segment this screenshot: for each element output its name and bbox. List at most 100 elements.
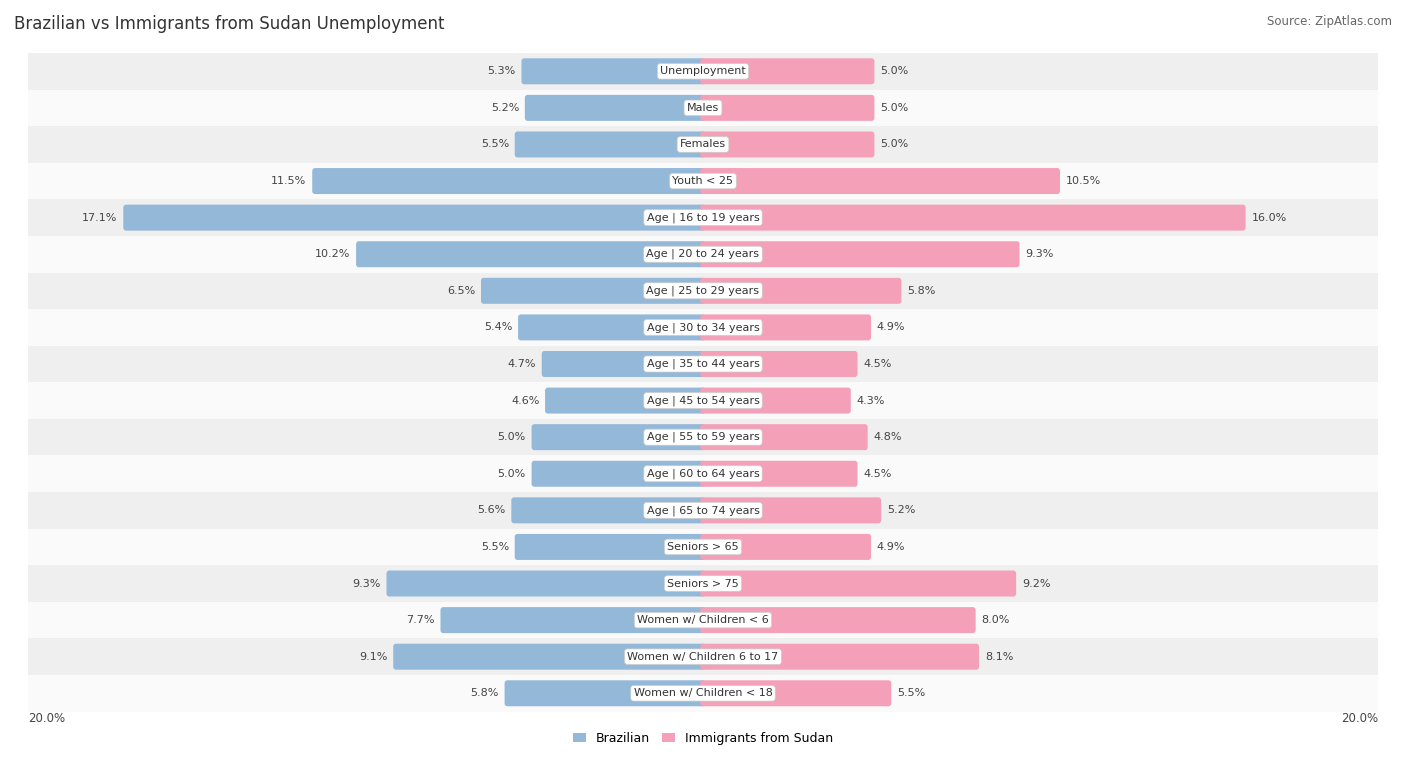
- Text: 9.3%: 9.3%: [1025, 249, 1053, 259]
- Bar: [28, 236, 1378, 273]
- Text: 8.0%: 8.0%: [981, 615, 1010, 625]
- Text: Age | 25 to 29 years: Age | 25 to 29 years: [647, 285, 759, 296]
- Text: 10.2%: 10.2%: [315, 249, 350, 259]
- Text: Age | 45 to 54 years: Age | 45 to 54 years: [647, 395, 759, 406]
- FancyBboxPatch shape: [700, 643, 979, 670]
- Bar: [28, 53, 1378, 89]
- Text: Unemployment: Unemployment: [661, 67, 745, 76]
- FancyBboxPatch shape: [515, 534, 706, 560]
- Text: 5.6%: 5.6%: [478, 506, 506, 516]
- Bar: [28, 89, 1378, 126]
- Text: 9.3%: 9.3%: [353, 578, 381, 588]
- Text: Age | 35 to 44 years: Age | 35 to 44 years: [647, 359, 759, 369]
- Legend: Brazilian, Immigrants from Sudan: Brazilian, Immigrants from Sudan: [574, 732, 832, 745]
- Text: 5.8%: 5.8%: [907, 286, 935, 296]
- Text: 9.1%: 9.1%: [359, 652, 388, 662]
- Bar: [28, 382, 1378, 419]
- Text: 11.5%: 11.5%: [271, 176, 307, 186]
- FancyBboxPatch shape: [700, 168, 1060, 194]
- Text: 5.5%: 5.5%: [481, 139, 509, 149]
- Text: 4.6%: 4.6%: [510, 396, 540, 406]
- Text: 4.5%: 4.5%: [863, 469, 891, 478]
- Text: 5.5%: 5.5%: [481, 542, 509, 552]
- FancyBboxPatch shape: [700, 497, 882, 523]
- Bar: [28, 126, 1378, 163]
- Text: Age | 60 to 64 years: Age | 60 to 64 years: [647, 469, 759, 479]
- Text: 5.3%: 5.3%: [488, 67, 516, 76]
- FancyBboxPatch shape: [517, 314, 706, 341]
- FancyBboxPatch shape: [700, 424, 868, 450]
- Text: 4.8%: 4.8%: [873, 432, 901, 442]
- FancyBboxPatch shape: [700, 314, 872, 341]
- Text: Seniors > 65: Seniors > 65: [668, 542, 738, 552]
- Text: Age | 20 to 24 years: Age | 20 to 24 years: [647, 249, 759, 260]
- FancyBboxPatch shape: [700, 607, 976, 633]
- Text: Age | 30 to 34 years: Age | 30 to 34 years: [647, 322, 759, 332]
- Text: 5.4%: 5.4%: [484, 322, 512, 332]
- Text: Age | 55 to 59 years: Age | 55 to 59 years: [647, 432, 759, 442]
- Text: 4.3%: 4.3%: [856, 396, 884, 406]
- Bar: [28, 528, 1378, 565]
- Text: 10.5%: 10.5%: [1066, 176, 1101, 186]
- FancyBboxPatch shape: [546, 388, 706, 413]
- FancyBboxPatch shape: [512, 497, 706, 523]
- Bar: [28, 163, 1378, 199]
- FancyBboxPatch shape: [700, 58, 875, 84]
- Text: Youth < 25: Youth < 25: [672, 176, 734, 186]
- FancyBboxPatch shape: [700, 571, 1017, 597]
- FancyBboxPatch shape: [700, 534, 872, 560]
- Bar: [28, 309, 1378, 346]
- Text: 4.9%: 4.9%: [877, 542, 905, 552]
- Text: Seniors > 75: Seniors > 75: [666, 578, 740, 588]
- FancyBboxPatch shape: [700, 278, 901, 304]
- FancyBboxPatch shape: [700, 241, 1019, 267]
- Text: Age | 65 to 74 years: Age | 65 to 74 years: [647, 505, 759, 516]
- Text: 5.0%: 5.0%: [880, 67, 908, 76]
- Text: 5.8%: 5.8%: [471, 688, 499, 698]
- Text: 9.2%: 9.2%: [1022, 578, 1050, 588]
- Text: 5.0%: 5.0%: [880, 139, 908, 149]
- Text: 20.0%: 20.0%: [1341, 712, 1378, 725]
- Text: Males: Males: [688, 103, 718, 113]
- FancyBboxPatch shape: [356, 241, 706, 267]
- FancyBboxPatch shape: [387, 571, 706, 597]
- Text: 5.0%: 5.0%: [498, 469, 526, 478]
- Bar: [28, 346, 1378, 382]
- Text: Women w/ Children 6 to 17: Women w/ Children 6 to 17: [627, 652, 779, 662]
- Text: 5.5%: 5.5%: [897, 688, 925, 698]
- FancyBboxPatch shape: [524, 95, 706, 121]
- FancyBboxPatch shape: [531, 424, 706, 450]
- Text: 17.1%: 17.1%: [82, 213, 118, 223]
- FancyBboxPatch shape: [700, 681, 891, 706]
- FancyBboxPatch shape: [700, 95, 875, 121]
- Bar: [28, 273, 1378, 309]
- Text: 6.5%: 6.5%: [447, 286, 475, 296]
- FancyBboxPatch shape: [124, 204, 706, 231]
- Text: Females: Females: [681, 139, 725, 149]
- Text: Women w/ Children < 6: Women w/ Children < 6: [637, 615, 769, 625]
- Text: 5.0%: 5.0%: [498, 432, 526, 442]
- Bar: [28, 199, 1378, 236]
- FancyBboxPatch shape: [312, 168, 706, 194]
- Text: 5.0%: 5.0%: [880, 103, 908, 113]
- FancyBboxPatch shape: [700, 204, 1246, 231]
- Text: 4.9%: 4.9%: [877, 322, 905, 332]
- Bar: [28, 419, 1378, 456]
- Text: 16.0%: 16.0%: [1251, 213, 1286, 223]
- Text: Source: ZipAtlas.com: Source: ZipAtlas.com: [1267, 15, 1392, 28]
- FancyBboxPatch shape: [700, 461, 858, 487]
- Text: Women w/ Children < 18: Women w/ Children < 18: [634, 688, 772, 698]
- Text: 8.1%: 8.1%: [984, 652, 1014, 662]
- Text: 20.0%: 20.0%: [28, 712, 65, 725]
- Text: Brazilian vs Immigrants from Sudan Unemployment: Brazilian vs Immigrants from Sudan Unemp…: [14, 15, 444, 33]
- FancyBboxPatch shape: [541, 351, 706, 377]
- Bar: [28, 638, 1378, 675]
- Bar: [28, 675, 1378, 712]
- Bar: [28, 602, 1378, 638]
- FancyBboxPatch shape: [481, 278, 706, 304]
- Bar: [28, 492, 1378, 528]
- Text: 4.5%: 4.5%: [863, 359, 891, 369]
- FancyBboxPatch shape: [515, 132, 706, 157]
- FancyBboxPatch shape: [700, 388, 851, 413]
- FancyBboxPatch shape: [700, 132, 875, 157]
